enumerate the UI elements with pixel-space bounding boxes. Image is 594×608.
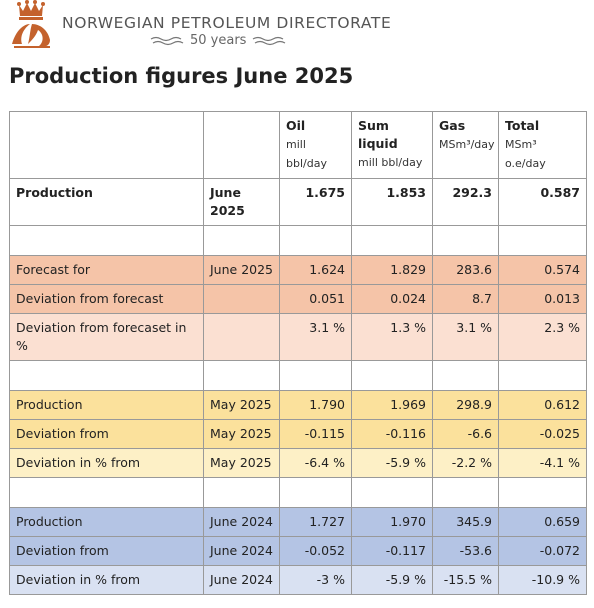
row-period: June 2024 — [203, 507, 280, 537]
cell-gas: -2.2 % — [432, 448, 499, 478]
cell-total: -4.1 % — [498, 448, 587, 478]
table-row-prev-year-deviation: Deviation from June 2024 -0.052 -0.117 -… — [9, 536, 587, 566]
cell-liquid: -0.117 — [351, 536, 433, 566]
row-label: Deviation in % from — [9, 448, 204, 478]
cell-liquid: 1.3 % — [351, 313, 433, 361]
cell-gas: 345.9 — [432, 507, 499, 537]
wave-ornament-left-icon — [150, 36, 184, 45]
row-period: June 2025 — [203, 178, 280, 226]
column-header-total: Total MSm³ o.e/day — [498, 111, 587, 179]
cell-total: -0.025 — [498, 419, 587, 449]
cell-gas: -6.6 — [432, 419, 499, 449]
table-row-forecast-deviation-pct: Deviation from forecaset in % 3.1 % 1.3 … — [9, 313, 587, 361]
cell-oil: -6.4 % — [279, 448, 352, 478]
row-label: Production — [9, 390, 204, 420]
cell-gas: 292.3 — [432, 178, 499, 226]
cell-total: 0.659 — [498, 507, 587, 537]
row-period: May 2025 — [203, 448, 280, 478]
wave-ornament-right-icon — [253, 36, 286, 45]
cell-oil: 1.675 — [279, 178, 352, 226]
row-period: June 2025 — [203, 255, 280, 285]
cell-oil: 1.727 — [279, 507, 352, 537]
cell-total: 0.612 — [498, 390, 587, 420]
header-cell-empty — [203, 111, 280, 179]
anniversary-text: 50 years — [190, 33, 247, 48]
cell-liquid: -5.9 % — [351, 448, 433, 478]
anniversary-tagline: 50 years — [150, 33, 286, 48]
cell-total: 0.013 — [498, 284, 587, 314]
org-name: NORWEGIAN PETROLEUM DIRECTORATE — [62, 14, 392, 32]
table-header-row: Oil mill bbl/day Sum liquid mill bbl/day G… — [9, 111, 587, 179]
row-label: Deviation from — [9, 419, 204, 449]
cell-oil: -3 % — [279, 565, 352, 595]
row-label: Deviation from — [9, 536, 204, 566]
table-row-prev-year-deviation-pct: Deviation in % from June 2024 -3 % -5.9 … — [9, 565, 587, 595]
cell-gas: -15.5 % — [432, 565, 499, 595]
cell-liquid: 1.853 — [351, 178, 433, 226]
row-label: Deviation from forecaset in % — [9, 313, 204, 361]
cell-liquid: 0.024 — [351, 284, 433, 314]
table-row-prev-month-deviation: Deviation from May 2025 -0.115 -0.116 -6… — [9, 419, 587, 449]
cell-gas: 283.6 — [432, 255, 499, 285]
cell-total: 0.587 — [498, 178, 587, 226]
cell-oil: 1.790 — [279, 390, 352, 420]
table-spacer-row — [9, 477, 587, 508]
row-label: Forecast for — [9, 255, 204, 285]
row-period — [203, 313, 280, 361]
header-cell-empty — [9, 111, 204, 179]
column-header-sum-liquid: Sum liquid mill bbl/day — [351, 111, 433, 179]
row-label: Deviation from forecast — [9, 284, 204, 314]
cell-oil: 3.1 % — [279, 313, 352, 361]
table-spacer-row — [9, 360, 587, 391]
cell-total: 2.3 % — [498, 313, 587, 361]
row-period: May 2025 — [203, 390, 280, 420]
cell-gas: 8.7 — [432, 284, 499, 314]
row-period: June 2024 — [203, 565, 280, 595]
cell-liquid: -5.9 % — [351, 565, 433, 595]
cell-gas: -53.6 — [432, 536, 499, 566]
cell-total: -10.9 % — [498, 565, 587, 595]
cell-total: -0.072 — [498, 536, 587, 566]
cell-gas: 3.1 % — [432, 313, 499, 361]
table-row-prev-month-production: Production May 2025 1.790 1.969 298.9 0.… — [9, 390, 587, 420]
table-row-forecast: Forecast for June 2025 1.624 1.829 283.6… — [9, 255, 587, 285]
row-label: Deviation in % from — [9, 565, 204, 595]
row-label: Production — [9, 507, 204, 537]
cell-liquid: 1.829 — [351, 255, 433, 285]
page-title: Production figures June 2025 — [9, 64, 354, 88]
page-header: NORWEGIAN PETROLEUM DIRECTORATE 50 years — [6, 0, 586, 52]
crown-oil-drop-logo-icon — [12, 0, 50, 48]
table-row-prev-month-deviation-pct: Deviation in % from May 2025 -6.4 % -5.9… — [9, 448, 587, 478]
cell-oil: -0.052 — [279, 536, 352, 566]
column-header-oil: Oil mill bbl/day — [279, 111, 352, 179]
cell-liquid: 1.970 — [351, 507, 433, 537]
column-header-gas: Gas MSm³/day — [432, 111, 499, 179]
row-label: Production — [9, 178, 204, 226]
cell-liquid: -0.116 — [351, 419, 433, 449]
row-period: June 2024 — [203, 536, 280, 566]
cell-oil: -0.115 — [279, 419, 352, 449]
table-row-prev-year-production: Production June 2024 1.727 1.970 345.9 0… — [9, 507, 587, 537]
production-table: Oil mill bbl/day Sum liquid mill bbl/day G… — [9, 111, 587, 595]
cell-total: 0.574 — [498, 255, 587, 285]
cell-gas: 298.9 — [432, 390, 499, 420]
table-row-production-current: Production June 2025 1.675 1.853 292.3 0… — [9, 178, 587, 226]
row-period — [203, 284, 280, 314]
cell-oil: 1.624 — [279, 255, 352, 285]
table-row-forecast-deviation: Deviation from forecast 0.051 0.024 8.7 … — [9, 284, 587, 314]
row-period: May 2025 — [203, 419, 280, 449]
cell-liquid: 1.969 — [351, 390, 433, 420]
cell-oil: 0.051 — [279, 284, 352, 314]
table-spacer-row — [9, 225, 587, 256]
